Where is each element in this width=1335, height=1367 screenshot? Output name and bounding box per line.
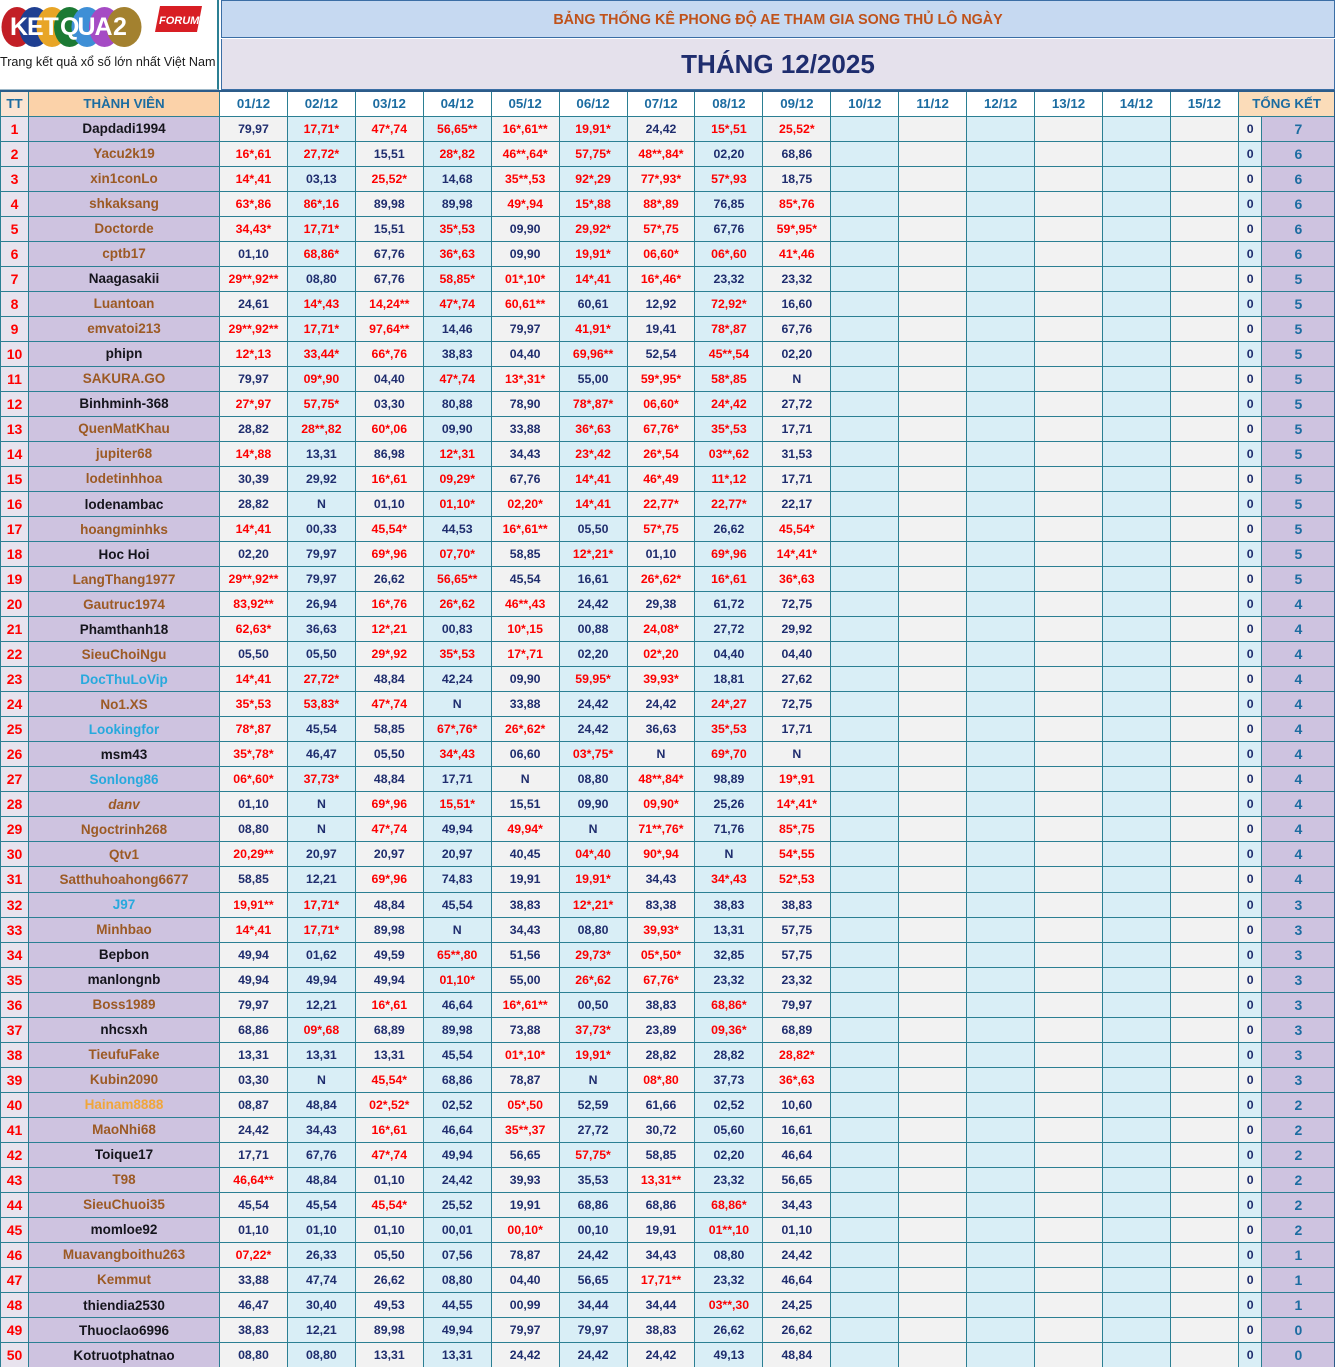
svg-text:FORUM: FORUM — [159, 15, 200, 27]
svg-text:T: T — [44, 13, 59, 41]
svg-text:2: 2 — [113, 13, 127, 41]
svg-text:A: A — [95, 13, 113, 41]
svg-text:U: U — [78, 13, 96, 41]
svg-text:Trang kết quả xổ số lớn nhất V: Trang kết quả xổ số lớn nhất Việt Nam — [0, 55, 215, 69]
svg-text:K: K — [10, 13, 28, 41]
svg-text:E: E — [27, 13, 44, 41]
